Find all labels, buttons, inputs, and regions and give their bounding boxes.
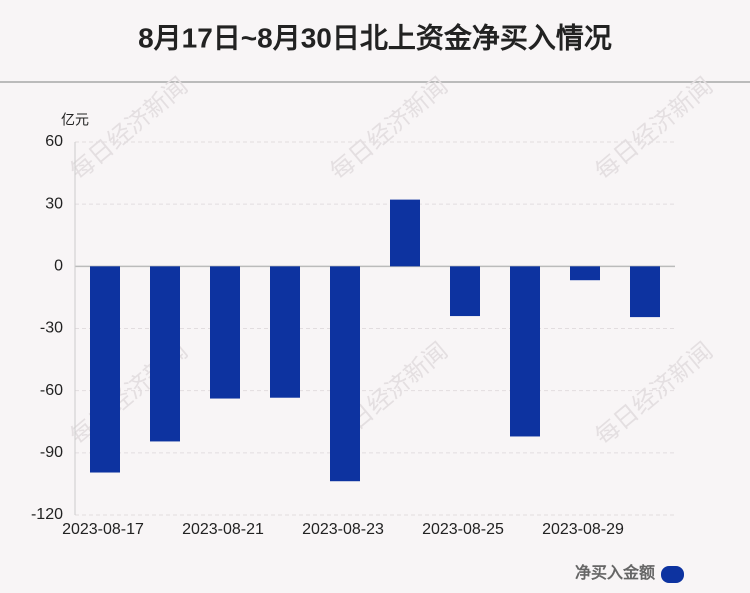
- y-tick-label: -90: [40, 444, 63, 461]
- x-tick-label: 2023-08-29: [542, 521, 624, 538]
- bar: [210, 266, 240, 399]
- bar: [330, 266, 360, 482]
- chart-title: 8月17日~8月30日北上资金净买入情况: [138, 21, 612, 53]
- y-tick-label: -30: [40, 320, 63, 337]
- x-tick-label: 2023-08-23: [302, 521, 384, 538]
- bar: [630, 266, 660, 318]
- x-tick-label: 2023-08-25: [422, 521, 504, 538]
- y-tick-label: 60: [45, 133, 63, 150]
- legend-label: 净买入金额: [575, 563, 655, 582]
- legend-swatch: [661, 566, 684, 583]
- y-tick-label: -120: [31, 506, 63, 523]
- bar: [90, 266, 120, 473]
- bar: [570, 266, 600, 281]
- bar: [510, 266, 540, 437]
- y-tick-label: 30: [45, 195, 63, 212]
- x-tick-label: 2023-08-17: [62, 521, 144, 538]
- x-tick-label: 2023-08-21: [182, 521, 264, 538]
- y-tick-label: 0: [54, 258, 63, 275]
- y-tick-label: -60: [40, 382, 63, 399]
- bar: [270, 266, 300, 398]
- bar: [150, 266, 180, 442]
- bar: [450, 266, 480, 317]
- bar: [390, 199, 420, 267]
- y-unit: 亿元: [61, 112, 89, 128]
